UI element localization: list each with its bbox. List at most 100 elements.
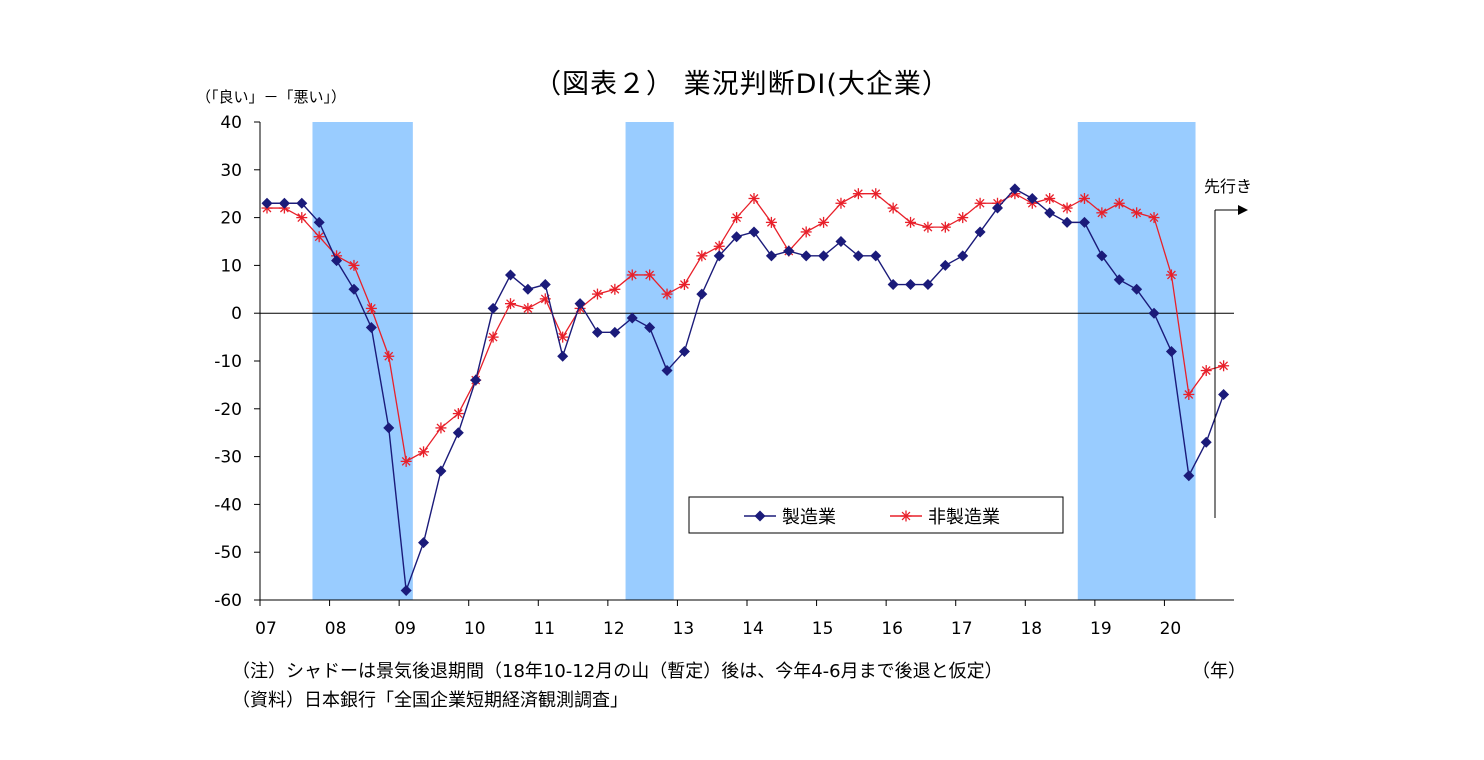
asterisk-stroke <box>853 189 863 199</box>
data-point-manufacturing <box>331 255 343 267</box>
data-point-non-manufacturing <box>626 269 638 281</box>
data-point-manufacturing <box>505 269 516 281</box>
data-point-manufacturing <box>696 288 708 300</box>
y-tick-label: 40 <box>220 113 242 133</box>
asterisk-stroke <box>297 213 307 223</box>
note-shadow: （注）シャドーは景気後退期間（18年10-12月の山（暫定）後は、今年4-6月ま… <box>232 661 1003 682</box>
data-point-non-manufacturing <box>505 298 516 310</box>
data-point-manufacturing <box>678 345 690 357</box>
x-axis-unit: （年） <box>1192 661 1246 682</box>
data-point-manufacturing <box>852 250 864 262</box>
asterisk-stroke <box>732 213 742 223</box>
axes: 40 30 20 10 0 -10 -20 -30 -40 -50 -60 07 08 09 10 11 12 1… <box>214 113 1234 639</box>
data-point-non-manufacturing <box>452 408 464 420</box>
data-point-manufacturing <box>1061 216 1073 228</box>
series-group <box>261 183 1230 596</box>
data-point-manufacturing <box>487 302 499 314</box>
asterisk-stroke <box>836 198 846 208</box>
data-point-manufacturing <box>626 312 638 324</box>
data-point-non-manufacturing <box>870 188 882 200</box>
asterisk-stroke <box>1114 198 1124 208</box>
asterisk-stroke <box>349 260 359 270</box>
recession-band-1 <box>312 122 413 600</box>
y-tick-label: -30 <box>214 448 242 468</box>
data-point-non-manufacturing <box>731 212 743 224</box>
asterisk-stroke <box>366 304 376 313</box>
x-tick-label: 10 <box>464 619 486 639</box>
asterisk-stroke <box>901 511 911 521</box>
data-point-non-manufacturing <box>1113 197 1125 209</box>
data-point-manufacturing <box>278 197 290 209</box>
data-point-manufacturing <box>957 250 969 262</box>
y-tick-label: 30 <box>220 161 242 181</box>
data-point-manufacturing <box>313 216 325 228</box>
asterisk-stroke <box>749 194 759 203</box>
data-point-manufacturing <box>365 322 377 334</box>
asterisk-stroke <box>1201 366 1211 375</box>
asterisk-stroke <box>1080 194 1089 203</box>
data-point-manufacturing <box>835 236 847 247</box>
data-point-non-manufacturing <box>765 216 777 228</box>
data-point-non-manufacturing <box>522 302 534 314</box>
data-point-non-manufacturing <box>1078 192 1090 204</box>
y-tick-label: -50 <box>214 543 242 563</box>
data-point-manufacturing <box>539 279 551 291</box>
data-point-manufacturing <box>939 259 951 271</box>
asterisk-stroke <box>801 227 811 237</box>
y-axis-unit: （「良い」－「悪い」） <box>196 88 347 106</box>
data-point-manufacturing <box>922 279 934 291</box>
asterisk-stroke <box>610 284 620 294</box>
data-point-non-manufacturing <box>644 269 656 281</box>
x-tick-label: 14 <box>742 619 764 639</box>
asterisk-stroke <box>314 232 324 242</box>
x-tick-label: 20 <box>1160 619 1182 639</box>
y-tick-label: -20 <box>214 400 242 420</box>
data-point-non-manufacturing <box>922 221 934 233</box>
data-point-manufacturing <box>1183 470 1195 482</box>
data-point-manufacturing <box>557 350 569 362</box>
data-point-non-manufacturing <box>1200 365 1212 377</box>
x-tick-label: 18 <box>1020 619 1042 639</box>
x-tick-label: 15 <box>812 619 834 639</box>
asterisk-stroke <box>1167 270 1176 280</box>
asterisk-stroke <box>1132 208 1142 218</box>
data-point-non-manufacturing <box>1131 207 1143 219</box>
data-point-manufacturing <box>470 374 482 386</box>
legend-box <box>688 496 1064 534</box>
asterisk-stroke <box>1062 203 1072 213</box>
data-point-manufacturing <box>870 250 882 262</box>
data-point-non-manufacturing <box>383 350 395 362</box>
y-tick-label: -10 <box>214 352 242 372</box>
y-tick-label: 20 <box>220 209 242 229</box>
data-point-non-manufacturing <box>1218 360 1230 372</box>
chart-title: （図表２） 業況判断DI(大企業） <box>534 69 950 100</box>
data-point-non-manufacturing <box>609 283 621 295</box>
x-tick-label: 19 <box>1090 619 1112 639</box>
asterisk-stroke <box>975 198 985 208</box>
asterisk-stroke <box>523 304 533 313</box>
series-line-non-manufacturing <box>267 192 1224 463</box>
data-point-manufacturing <box>818 250 830 262</box>
data-point-manufacturing <box>644 322 656 334</box>
data-point-manufacturing <box>1165 345 1177 357</box>
data-point-non-manufacturing <box>557 331 569 343</box>
asterisk-stroke <box>436 423 446 433</box>
data-point-non-manufacturing <box>1165 269 1177 281</box>
x-tick-label: 16 <box>881 619 903 639</box>
asterisk-stroke <box>888 203 898 213</box>
data-point-manufacturing <box>1096 250 1108 262</box>
asterisk-stroke <box>627 270 637 280</box>
asterisk-stroke <box>819 217 828 227</box>
recession-shades <box>312 122 1196 600</box>
forecast-arrow-head <box>1238 205 1248 215</box>
y-tick-label: 10 <box>220 256 242 276</box>
data-point-non-manufacturing <box>852 188 864 200</box>
data-point-manufacturing <box>992 202 1003 214</box>
data-point-non-manufacturing <box>418 446 430 458</box>
data-point-manufacturing <box>522 283 534 295</box>
data-point-non-manufacturing <box>1148 212 1160 224</box>
data-point-manufacturing <box>435 465 447 477</box>
data-point-manufacturing <box>348 283 360 295</box>
data-point-non-manufacturing <box>678 279 690 291</box>
